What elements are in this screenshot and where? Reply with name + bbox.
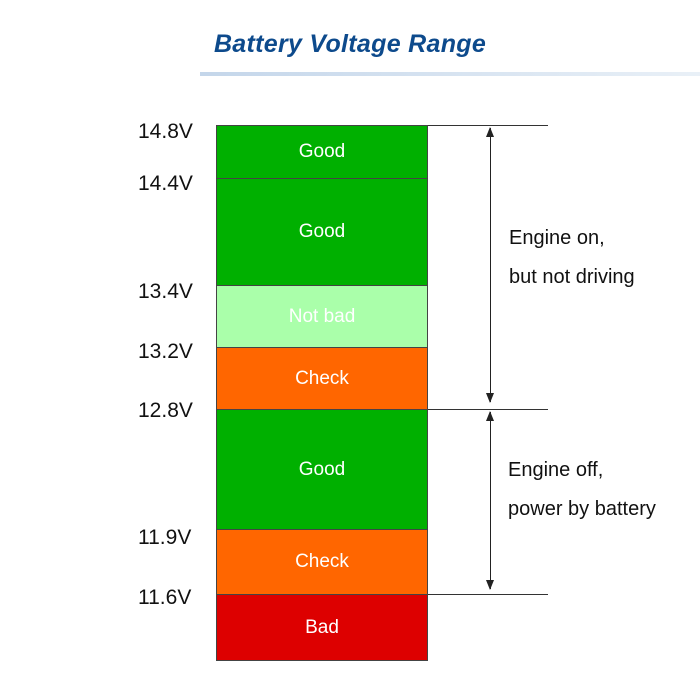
voltage-label-13-2: 13.2V bbox=[138, 340, 193, 363]
voltage-label-12-8: 12.8V bbox=[138, 399, 193, 422]
segment-label: Good bbox=[298, 458, 346, 480]
segment-bad: Bad bbox=[216, 594, 428, 661]
range-note-engine-off: Engine off, power by battery bbox=[508, 451, 656, 529]
range-tick-top bbox=[428, 125, 548, 126]
voltage-label-14-8: 14.8V bbox=[138, 120, 193, 143]
segment-label: Not bad bbox=[288, 305, 356, 327]
range-tick-bottom bbox=[428, 594, 548, 595]
segment-check-battery: Check bbox=[216, 529, 428, 595]
range-note-engine-on: Engine on, but not driving bbox=[509, 219, 635, 297]
voltage-label-14-4: 14.4V bbox=[138, 172, 193, 195]
diagram-title: Battery Voltage Range bbox=[213, 30, 487, 58]
segment-good-top: Good bbox=[216, 125, 428, 179]
range-note-line: Engine off, bbox=[508, 459, 604, 481]
segment-not-bad: Not bad bbox=[216, 285, 428, 348]
segment-label: Good bbox=[298, 221, 346, 242]
segment-good-charging: Good bbox=[216, 178, 428, 286]
segment-label: Good bbox=[298, 141, 346, 162]
voltage-label-13-4: 13.4V bbox=[138, 280, 193, 303]
range-tick-middle bbox=[428, 409, 548, 410]
segment-good-battery: Good bbox=[216, 409, 428, 530]
segment-check-charging: Check bbox=[216, 347, 428, 410]
voltage-label-11-6: 11.6V bbox=[138, 586, 192, 609]
segment-label: Bad bbox=[305, 616, 339, 638]
range-arrow-engine-on bbox=[486, 127, 494, 403]
range-arrow-engine-off bbox=[486, 411, 494, 590]
segment-label: Check bbox=[295, 367, 349, 389]
segment-label: Check bbox=[295, 551, 349, 572]
range-note-line: Engine on, bbox=[509, 227, 605, 249]
title-underline bbox=[200, 72, 700, 76]
range-note-line: but not driving bbox=[509, 266, 635, 288]
voltage-label-11-9: 11.9V bbox=[138, 526, 192, 549]
range-note-line: power by battery bbox=[508, 498, 656, 520]
